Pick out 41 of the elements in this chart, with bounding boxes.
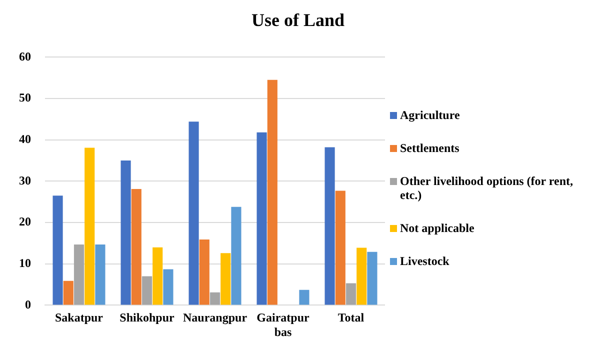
x-tick-label: Gairatpur bas xyxy=(256,310,310,339)
x-tick-label: Shikohpur xyxy=(120,310,176,324)
y-tick-label: 30 xyxy=(19,173,31,188)
bar xyxy=(199,239,210,305)
bar xyxy=(63,280,74,305)
legend-label: Not applicable xyxy=(400,221,474,235)
x-tick-label: Naurangpur xyxy=(182,310,248,324)
y-tick-label: 20 xyxy=(19,214,31,229)
legend-label: Agriculture xyxy=(400,108,460,122)
x-tick-label: Sakatpur xyxy=(54,310,104,324)
bar xyxy=(163,269,174,305)
bar xyxy=(256,132,267,305)
bar xyxy=(267,80,278,305)
bar xyxy=(131,189,142,305)
legend-label: Other livelihood options (for rent, etc.) xyxy=(400,174,574,202)
bar xyxy=(324,147,335,305)
bar xyxy=(95,244,106,305)
y-tick-label: 0 xyxy=(25,297,31,312)
bar xyxy=(346,283,356,305)
y-tick-label: 60 xyxy=(19,49,31,64)
y-tick-label: 50 xyxy=(19,90,31,105)
bar xyxy=(52,196,63,305)
bar xyxy=(120,160,131,305)
y-tick-label: 40 xyxy=(19,132,31,146)
chart-title: Use of Land xyxy=(250,10,346,31)
bar xyxy=(231,206,242,305)
bar xyxy=(84,148,95,305)
bar xyxy=(299,290,310,305)
bar xyxy=(335,190,346,305)
bar xyxy=(210,292,220,305)
y-tick-label: 10 xyxy=(19,256,31,270)
bar xyxy=(356,248,367,305)
legend-label: Settlements xyxy=(400,141,460,155)
legend-label: Livestock xyxy=(400,254,450,268)
bar xyxy=(367,252,378,305)
bar xyxy=(220,253,231,305)
bar xyxy=(74,244,84,305)
bar xyxy=(142,276,152,305)
bar xyxy=(152,247,163,305)
x-tick-label: Total xyxy=(338,310,365,324)
bar xyxy=(188,122,199,305)
